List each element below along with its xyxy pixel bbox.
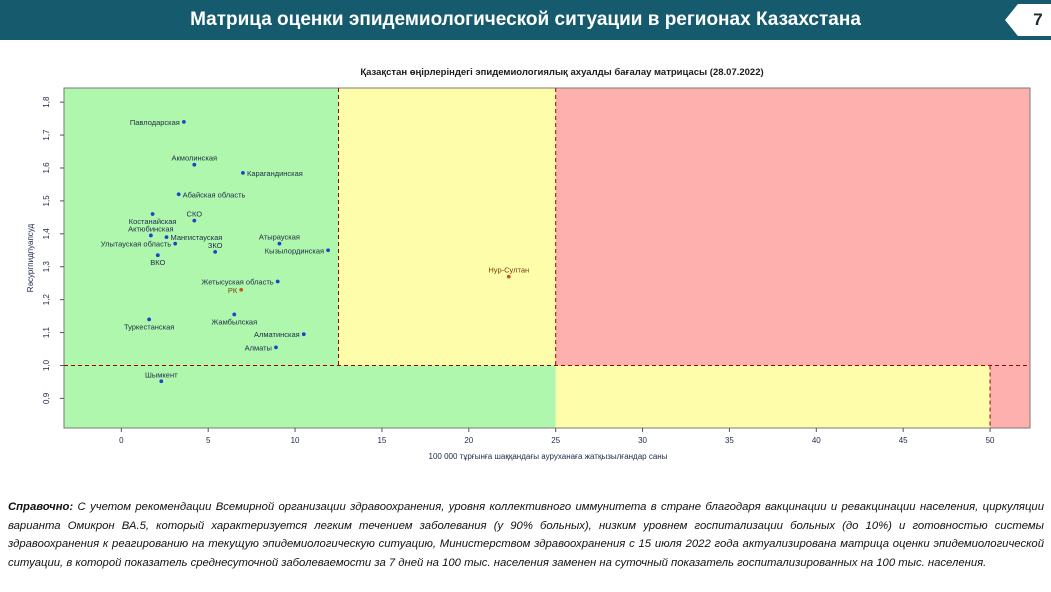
point-label: Туркестанская (124, 322, 174, 331)
point-label: Актюбинская (128, 224, 173, 233)
zone-2 (555, 88, 1030, 366)
x-tick-label: 0 (119, 436, 124, 445)
point-label: РК (228, 286, 238, 295)
y-tick-label: 1,0 (42, 359, 51, 371)
point-label: Улытауская область (101, 240, 172, 249)
y-tick-label: 1,1 (42, 326, 51, 338)
data-point (506, 274, 511, 279)
data-point (176, 192, 181, 197)
point-label: Мангистауская (171, 233, 223, 242)
data-point (213, 250, 218, 254)
point-label: СКО (187, 210, 203, 219)
y-tick-label: 1,7 (42, 129, 51, 141)
data-point (326, 248, 330, 253)
epidemic-matrix-chart: 0 5 10 15 20 25 30 35 40 45 50 0,9 1,0 1,1 1,2 1,3 1,4 1,… (26, 67, 1031, 461)
y-tick-label: 0,9 (42, 392, 51, 404)
point-label: Нур-Султан (488, 266, 529, 275)
data-point (192, 162, 197, 167)
y-tick-label: 1,6 (42, 162, 51, 174)
data-point (232, 312, 237, 317)
x-tick-label: 30 (638, 436, 647, 445)
x-tick-label: 50 (986, 436, 995, 445)
data-point (150, 212, 155, 216)
y-tick-label: 1,8 (42, 96, 51, 108)
x-axis-label: 100 000 тұрғынға шаққандағы ауруханаға ж… (429, 452, 668, 461)
x-tick-label: 45 (899, 436, 908, 445)
point-label: Кызылординская (265, 246, 324, 255)
x-tick-label: 20 (464, 436, 473, 445)
reference-note: Справочно: С учетом рекомендации Всемирн… (8, 498, 1044, 572)
x-tick-label: 5 (206, 436, 211, 445)
point-label: Костанайская (129, 217, 177, 226)
zone-0 (64, 88, 339, 366)
data-point (301, 332, 306, 337)
point-label: Акмолинская (172, 154, 218, 163)
data-point (241, 171, 245, 175)
data-point (148, 233, 153, 238)
plot-frame (63, 87, 1031, 429)
note-label: Справочно: (8, 501, 74, 513)
page-title: Матрица оценки эпидемиологической ситуац… (190, 9, 861, 30)
data-point (147, 317, 152, 322)
zone-4 (555, 365, 991, 428)
point-label: Жамбылская (211, 317, 257, 326)
y-tick-label: 1,2 (42, 294, 51, 306)
chart-title: Қазақстан өңірлеріндегі эпидемиологиялық… (360, 67, 763, 78)
zone-3 (64, 365, 556, 428)
point-label: Алматинская (254, 330, 300, 339)
point-label: Абайская область (183, 190, 246, 199)
data-point (173, 241, 178, 246)
data-point (181, 120, 186, 124)
data-point (164, 235, 169, 239)
point-label: Карагандинская (247, 169, 303, 178)
zone-5 (990, 365, 1030, 428)
point-label: Алматы (245, 343, 272, 352)
data-point (277, 241, 282, 246)
zone-1 (338, 88, 556, 366)
data-point (159, 379, 164, 384)
y-tick-label: 1,5 (42, 195, 51, 207)
point-label: Павлодарская (130, 118, 180, 127)
y-axis-label: Rәсургпидпуапсуд (26, 223, 35, 292)
point-label: ЗКО (208, 241, 223, 250)
point-label: Шымкент (145, 370, 178, 379)
header-bar (0, 0, 1051, 40)
x-tick-label: 10 (291, 436, 300, 445)
y-tick-label: 1,4 (42, 228, 51, 240)
note-text: С учетом рекомендации Всемирной организа… (8, 501, 1044, 569)
data-point (275, 279, 280, 284)
x-tick-label: 25 (551, 436, 560, 445)
point-label: Атырауская (259, 233, 300, 242)
x-tick-label: 35 (725, 436, 734, 445)
data-point (239, 287, 244, 292)
page-number: 7 (1033, 10, 1043, 29)
data-point (192, 218, 197, 223)
y-tick-label: 1,3 (42, 261, 51, 273)
x-tick-label: 15 (377, 436, 386, 445)
x-tick-label: 40 (812, 436, 821, 445)
point-label: ВКО (150, 258, 165, 267)
data-point (274, 345, 278, 350)
data-point (155, 253, 160, 258)
point-label: Жетысуская область (201, 278, 273, 287)
